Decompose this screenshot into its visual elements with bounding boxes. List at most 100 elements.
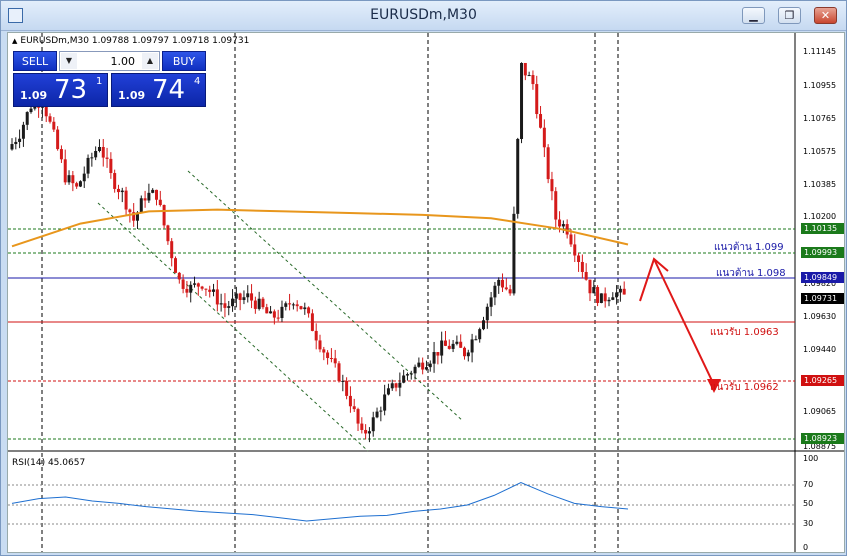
candle-body: [257, 298, 261, 309]
sell-price-display[interactable]: 1.09 73 1: [13, 73, 108, 107]
lot-decrease-icon[interactable]: ▼: [61, 53, 77, 69]
candle-body: [135, 212, 139, 221]
candle-body: [459, 341, 463, 348]
candle-body: [421, 362, 425, 370]
candle-body: [94, 150, 98, 158]
candle-body: [451, 343, 455, 349]
lot-size-input[interactable]: [80, 54, 139, 69]
price-tag-green: 1.10135: [801, 223, 844, 234]
candle-body: [78, 181, 82, 187]
price-tag-green: 1.08923: [801, 433, 844, 444]
price-tag-current: 1.09731: [801, 293, 844, 304]
candle-body: [603, 293, 607, 302]
candle-body: [386, 388, 390, 395]
rsi-axis-label: 100: [803, 454, 819, 463]
candle-body: [109, 158, 113, 174]
candle-body: [253, 300, 257, 309]
candle-body: [288, 303, 292, 305]
candle-body: [592, 287, 596, 294]
restore-button[interactable]: ❐: [778, 7, 801, 24]
candle-body: [341, 380, 345, 382]
candle-body: [402, 375, 406, 383]
candle-body: [128, 209, 132, 213]
candle-body: [489, 297, 493, 307]
candle-body: [367, 431, 371, 434]
resistance-annotation-1: แนวต้าน 1.099: [714, 242, 784, 253]
candle-body: [322, 349, 326, 353]
candle-body: [158, 199, 162, 206]
chart-area[interactable]: ▲ EURUSDm,M30 1.09788 1.09797 1.09718 1.0…: [7, 32, 845, 553]
candle-body: [307, 307, 311, 314]
candle-body: [550, 179, 554, 192]
candle-body: [174, 258, 178, 273]
candle-body: [59, 149, 63, 160]
candle-body: [443, 340, 447, 346]
candle-body: [447, 345, 451, 349]
candle-body: [246, 293, 250, 298]
candle-body: [436, 352, 440, 356]
candle-body: [44, 105, 48, 117]
price-tag-red: 1.09265: [801, 375, 844, 386]
candle-body: [607, 299, 611, 302]
candle-body: [440, 340, 444, 356]
candle-body: [501, 279, 505, 288]
candle-body: [212, 289, 216, 292]
lot-increase-icon[interactable]: ▲: [142, 53, 158, 69]
candle-body: [383, 394, 387, 411]
candle-body: [611, 297, 615, 300]
candle-body: [181, 279, 185, 289]
candle-body: [356, 409, 360, 424]
sell-price-fraction: 1: [96, 76, 103, 87]
lot-size-field[interactable]: ▼ ▲: [59, 51, 160, 71]
candle-body: [154, 189, 158, 200]
candle-body: [189, 284, 193, 293]
candle-body: [231, 298, 235, 307]
candle-body: [101, 147, 105, 158]
candle-body: [527, 75, 531, 77]
buy-price-fraction: 4: [194, 76, 201, 87]
candle-body: [105, 157, 109, 159]
rsi-axis-label: 50: [803, 499, 814, 508]
candle-body: [21, 124, 25, 139]
arrow-down-line: [653, 258, 715, 386]
rsi-axis-label: 0: [803, 543, 809, 552]
candle-body: [535, 84, 539, 115]
close-button[interactable]: ✕: [814, 7, 837, 24]
candle-body: [291, 304, 295, 306]
price-tag-blue: 1.09849: [801, 272, 844, 283]
title-bar[interactable]: EURUSDm,M30 ▁ ❐ ✕: [1, 1, 846, 31]
channel-upper-line: [187, 170, 464, 422]
rsi-axis-label: 70: [803, 480, 814, 489]
candle-body: [333, 358, 337, 364]
support-annotation-1: แนวรับ 1.0963: [710, 327, 779, 338]
chart-window-icon: [8, 8, 23, 23]
price-axis-label: 1.09820: [803, 279, 837, 288]
candle-body: [151, 189, 155, 193]
minimize-button[interactable]: ▁: [742, 7, 765, 24]
candle-body: [565, 224, 569, 235]
candle-body: [417, 362, 421, 367]
candle-body: [204, 288, 208, 290]
candle-body: [295, 304, 299, 307]
buy-price-display[interactable]: 1.09 74 4: [111, 73, 206, 107]
candle-body: [561, 224, 565, 227]
candle-body: [223, 303, 227, 308]
candle-body: [250, 293, 254, 301]
buy-price-pips: 74: [152, 75, 186, 105]
sell-button[interactable]: SELL: [13, 51, 57, 71]
price-axis-label: 1.10955: [803, 81, 837, 90]
candle-body: [569, 234, 573, 245]
candle-body: [398, 382, 402, 388]
candle-body: [577, 255, 581, 262]
candle-body: [523, 62, 527, 76]
candle-body: [67, 175, 71, 183]
price-axis-label: 1.10765: [803, 114, 837, 123]
buy-button[interactable]: BUY: [162, 51, 206, 71]
candle-body: [497, 279, 501, 286]
candle-body: [462, 347, 466, 357]
symbol-info: ▲ EURUSDm,M30 1.09788 1.09797 1.09718 1.0…: [12, 36, 249, 46]
candle-body: [371, 417, 375, 432]
candle-body: [573, 244, 577, 256]
candle-body: [56, 129, 60, 150]
